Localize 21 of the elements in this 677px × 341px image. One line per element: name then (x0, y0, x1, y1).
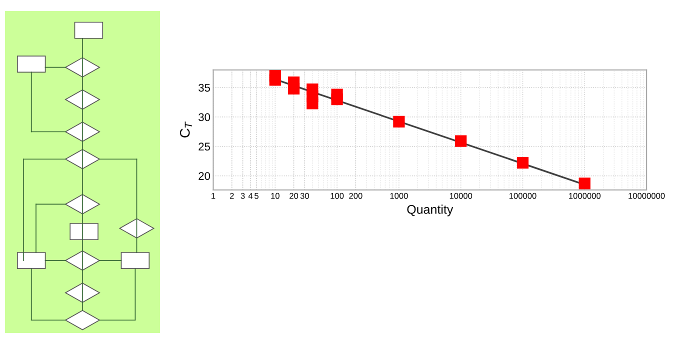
y-tick-label: 30 (198, 113, 210, 122)
y-tick-label: 35 (198, 84, 210, 92)
x-tick-label: 10 (271, 192, 280, 199)
x-tick-label: 3 (240, 192, 245, 199)
x-tick-label: 10000 (450, 192, 472, 199)
x-tick-label: 1000 (390, 192, 408, 199)
x-tick-label: 1000000 (569, 192, 601, 199)
x-tick-label: 100000 (509, 192, 536, 199)
x-tick-label: 30 (300, 192, 309, 199)
x-tick-label: 200 (349, 192, 362, 199)
x-tick-label: 10000000 (628, 192, 665, 199)
y-axis-title: C$_{T}$ (180, 121, 192, 138)
y-tick-label: 20 (198, 172, 210, 180)
x-tick-label: 4 (248, 193, 253, 199)
x-tick-label: 100 (330, 192, 344, 199)
x-tick-label: 2 (230, 192, 234, 199)
x-axis-title: Quantity (407, 204, 454, 216)
y-tick-label: 25 (198, 142, 210, 151)
x-tick-label: 20 (290, 192, 298, 199)
x-tick-label: 1 (212, 193, 216, 199)
x-tick-label: 5 (254, 193, 258, 199)
